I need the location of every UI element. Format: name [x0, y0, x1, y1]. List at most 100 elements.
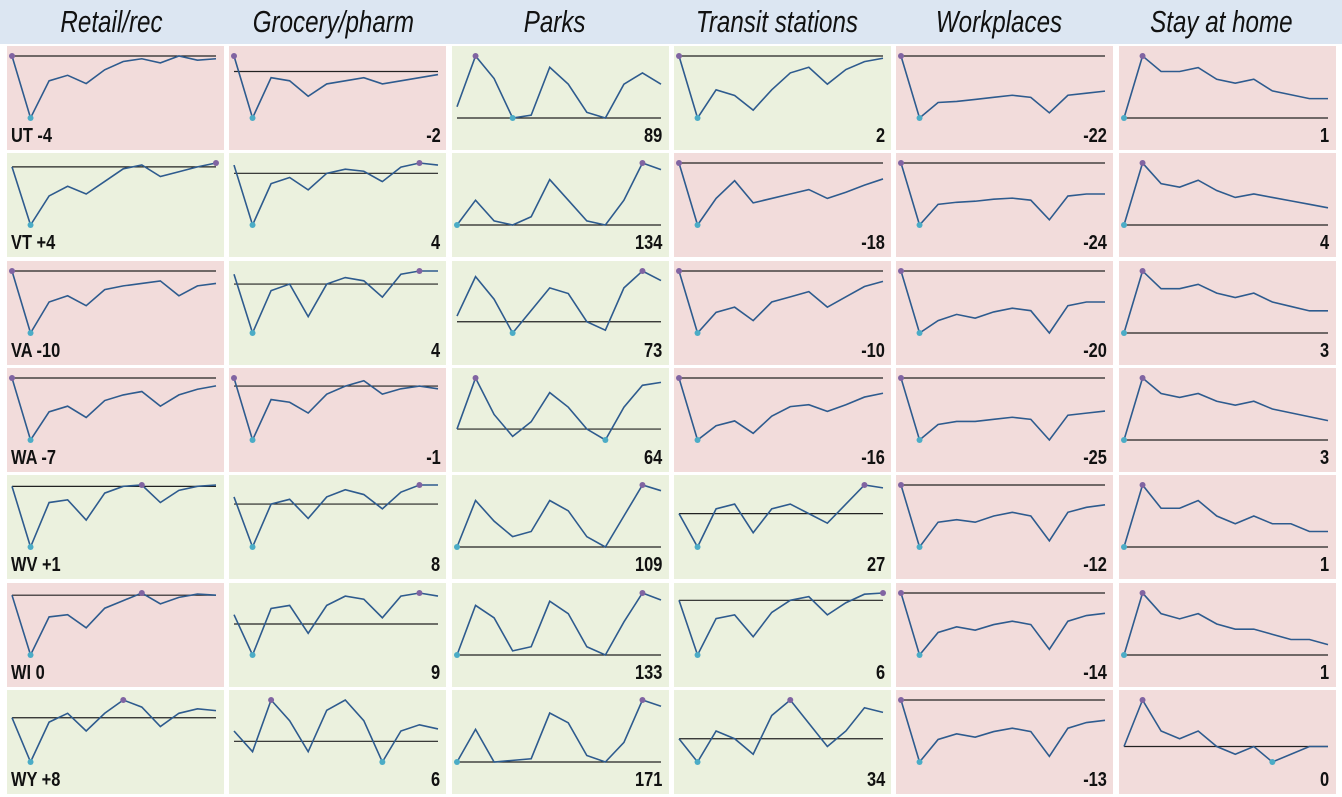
spark-line [233, 377, 439, 443]
sparkline [898, 589, 1106, 658]
cell-label: WA -7 [11, 446, 56, 469]
cell: 8 [229, 475, 447, 580]
sparkline [9, 374, 217, 443]
cell: -10 [673, 260, 891, 365]
max-point [898, 160, 905, 167]
cell: 64 [451, 367, 669, 472]
cell-label: -12 [1083, 554, 1108, 577]
min-point [249, 115, 256, 121]
sparkline [453, 696, 661, 765]
cell: 171 [451, 689, 669, 794]
cell: 73 [451, 260, 669, 365]
spark-line [11, 484, 217, 550]
cell-label: 3 [1320, 446, 1330, 469]
sparkline [455, 53, 662, 121]
sparkline [453, 160, 661, 229]
sparkline [898, 53, 1106, 121]
spark-line [1122, 161, 1328, 226]
min-point [1120, 329, 1127, 336]
cell-label: 171 [635, 768, 663, 791]
cell-label: 134 [635, 232, 663, 255]
cell-label: -25 [1083, 446, 1108, 469]
spark-line [900, 484, 1106, 549]
spark-line [900, 377, 1106, 442]
cell-label: 133 [635, 661, 663, 684]
max-point [416, 589, 423, 596]
cell-label: 4 [431, 339, 441, 362]
min-point [916, 329, 923, 336]
cell-label: 3 [1320, 339, 1330, 362]
cell: 9 [229, 582, 447, 687]
max-point [898, 53, 905, 59]
max-point [639, 160, 646, 167]
sparkline [453, 482, 661, 551]
cell-label: 6 [875, 661, 885, 684]
max-point [898, 374, 905, 381]
spark-line [900, 163, 1106, 227]
max-point [9, 267, 15, 274]
min-point [27, 651, 34, 658]
sparkline [898, 482, 1106, 551]
max-point [9, 53, 15, 59]
cell-label: WV +1 [11, 554, 61, 577]
sparkline [11, 696, 217, 765]
spark-line [233, 484, 439, 550]
cell: WI 0 [7, 582, 224, 687]
max-point [639, 696, 646, 703]
spark-line [1122, 54, 1328, 119]
cell-label: 1 [1320, 125, 1330, 147]
cell: 4 [229, 260, 447, 365]
max-point [1139, 696, 1146, 703]
min-point [453, 651, 460, 658]
sparkline [233, 482, 439, 551]
column-title: Workplaces [888, 4, 1110, 40]
min-point [27, 758, 34, 765]
cell: -14 [896, 582, 1114, 687]
cell: 6 [673, 582, 891, 687]
spark-line [233, 591, 439, 657]
min-point [453, 758, 460, 765]
column-title-text: Retail/rec [59, 4, 163, 39]
cell-label: VA -10 [11, 339, 61, 362]
sparkline [1120, 53, 1328, 121]
spark-line [900, 699, 1106, 764]
cell: 3 [1118, 367, 1336, 472]
cell: WY +8 [7, 689, 224, 794]
cell: 89 [451, 46, 669, 150]
spark-line [455, 591, 661, 656]
min-point [694, 758, 701, 765]
cell: 0 [1118, 689, 1336, 794]
sparkline [233, 267, 439, 336]
max-point [675, 267, 682, 274]
cell: 109 [451, 475, 669, 580]
column-title-text: Grocery/pharm [252, 4, 414, 39]
min-point [694, 436, 701, 443]
cell-label: 0 [1320, 768, 1330, 791]
cell-label: -24 [1083, 232, 1108, 255]
cell: -12 [896, 475, 1114, 580]
cell-label: 4 [1320, 232, 1330, 255]
sparkline [11, 482, 217, 551]
sparkline [898, 267, 1106, 336]
min-point [916, 436, 923, 443]
min-point [249, 544, 256, 551]
cell: -20 [896, 260, 1114, 365]
cell-label: -1 [425, 446, 441, 469]
cell-label: 64 [644, 446, 663, 469]
max-point [268, 696, 275, 703]
cell-label: 34 [866, 768, 885, 791]
max-point [1139, 482, 1146, 489]
cell-label: 27 [866, 554, 885, 577]
spark-line [1122, 697, 1328, 763]
max-point [231, 53, 238, 59]
sparkline [1120, 160, 1328, 229]
cell-label: 9 [431, 661, 441, 684]
column-title: Grocery/pharm [222, 4, 444, 40]
spark-line [455, 269, 661, 335]
cell-label: 2 [875, 125, 885, 147]
spark-line [11, 55, 217, 121]
cell: WA -7 [7, 367, 224, 472]
max-point [416, 482, 423, 489]
spark-line [11, 698, 217, 764]
spark-line [11, 591, 217, 657]
